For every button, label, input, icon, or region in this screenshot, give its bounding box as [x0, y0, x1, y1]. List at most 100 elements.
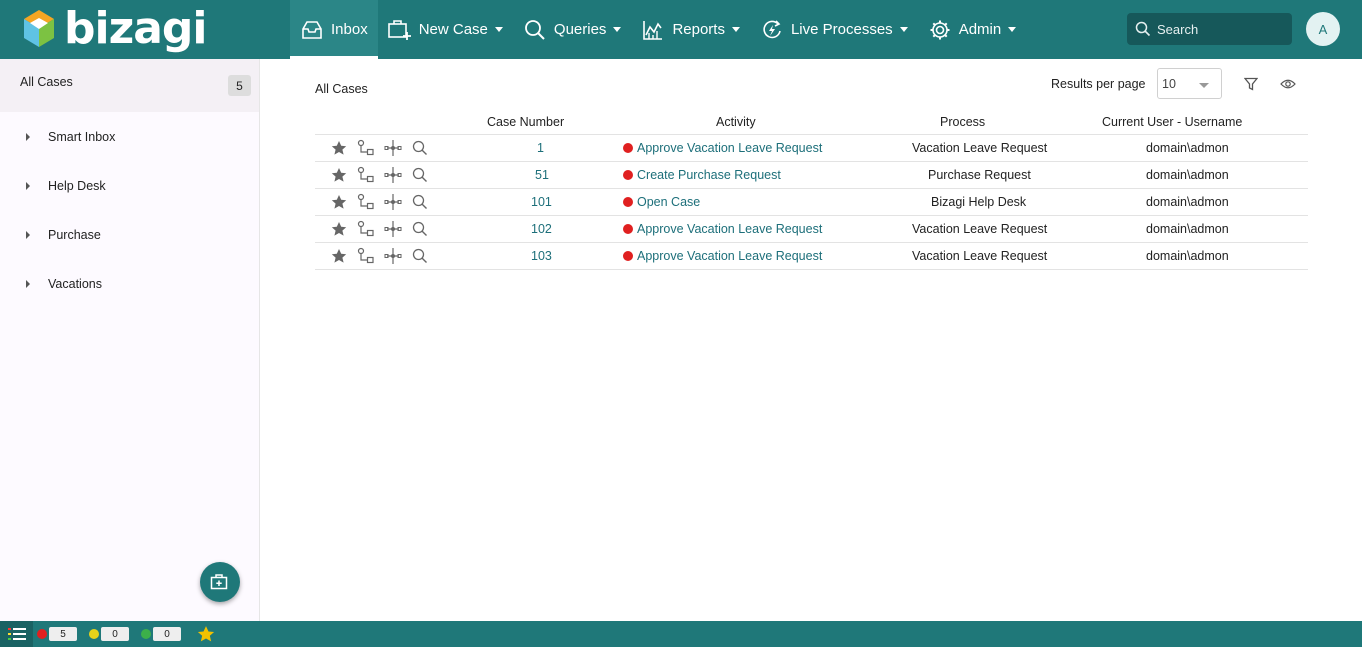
overdue-status-dot	[623, 170, 633, 180]
process-map-icon[interactable]	[384, 193, 402, 211]
chevron-down-icon	[494, 27, 503, 32]
chevron-down-icon	[899, 27, 908, 32]
briefcase-plus-icon	[210, 574, 228, 590]
star-icon[interactable]	[330, 220, 348, 238]
filter-icon[interactable]	[1242, 75, 1260, 93]
red-status-dot	[37, 629, 47, 639]
chevron-right-icon	[26, 182, 30, 190]
user-cell: domain\admon	[1146, 249, 1229, 263]
eye-icon[interactable]	[1279, 75, 1297, 93]
nav-admin-label: Admin	[958, 21, 1002, 38]
process-map-icon[interactable]	[384, 220, 402, 238]
column-header-process[interactable]: Process	[940, 115, 986, 129]
chevron-right-icon	[26, 133, 30, 141]
activity-link[interactable]: Create Purchase Request	[637, 168, 781, 182]
results-per-page-select[interactable]: 10	[1157, 68, 1222, 99]
on-time-filter[interactable]: 0	[141, 627, 181, 641]
page-title: All Cases	[315, 82, 368, 96]
nav-inbox[interactable]: Inbox	[290, 0, 378, 59]
nav-queries[interactable]: Queries	[513, 0, 632, 59]
overdue-filter[interactable]: 5	[37, 627, 77, 641]
column-header-activity[interactable]: Activity	[716, 115, 756, 129]
user-cell: domain\admon	[1146, 168, 1229, 182]
workflow-icon[interactable]	[357, 139, 375, 157]
bizagi-logo[interactable]: bizagi	[22, 4, 207, 54]
sidebar-item-smart-inbox[interactable]: Smart Inbox	[0, 127, 115, 147]
search-icon[interactable]	[411, 220, 429, 238]
star-icon[interactable]	[330, 193, 348, 211]
sidebar-item-all-cases[interactable]: All Cases 5	[0, 59, 259, 112]
nav-live-processes-label: Live Processes	[790, 21, 893, 38]
search-icon[interactable]	[411, 193, 429, 211]
row-actions	[330, 247, 438, 265]
bizagi-logo-mark-icon	[24, 10, 54, 47]
sidebar-item-help-desk[interactable]: Help Desk	[0, 176, 106, 196]
top-bar: bizagi Inbox New Case Queries	[0, 0, 1362, 59]
workflow-icon[interactable]	[357, 193, 375, 211]
search-icon[interactable]	[411, 247, 429, 265]
activity-link[interactable]: Approve Vacation Leave Request	[637, 222, 823, 236]
column-header-current-user[interactable]: Current User - Username	[1102, 115, 1243, 129]
star-icon[interactable]	[330, 247, 348, 265]
gear-icon	[928, 18, 952, 42]
chevron-down-icon	[613, 27, 622, 32]
overdue-status-dot	[623, 197, 633, 207]
workflow-icon[interactable]	[357, 247, 375, 265]
star-icon[interactable]	[330, 166, 348, 184]
process-map-icon[interactable]	[384, 166, 402, 184]
process-cell: Vacation Leave Request	[912, 249, 1048, 263]
reports-icon	[641, 18, 665, 42]
case-number-link[interactable]: 102	[531, 222, 552, 236]
column-header-case-number[interactable]: Case Number	[487, 115, 565, 129]
main-nav: Inbox New Case Queries Reports	[290, 0, 1026, 59]
nav-reports[interactable]: Reports	[631, 0, 750, 59]
workflow-icon[interactable]	[357, 220, 375, 238]
at-risk-filter[interactable]: 0	[89, 627, 129, 641]
workflow-icon[interactable]	[357, 166, 375, 184]
nav-admin[interactable]: Admin	[918, 0, 1027, 59]
nav-queries-label: Queries	[553, 21, 607, 38]
favorites-star-icon[interactable]	[197, 625, 215, 646]
activity-cell: Approve Vacation Leave Request	[623, 222, 822, 236]
activity-link[interactable]: Approve Vacation Leave Request	[637, 141, 823, 155]
nav-new-case-label: New Case	[418, 21, 488, 38]
sidebar-item-vacations[interactable]: Vacations	[0, 274, 102, 294]
nav-live-processes[interactable]: Live Processes	[750, 0, 918, 59]
chevron-down-icon	[1199, 83, 1209, 88]
cases-table: Case Number Activity Process Current Use…	[315, 111, 1308, 270]
user-cell: domain\admon	[1146, 195, 1229, 209]
chevron-right-icon	[26, 280, 30, 288]
sidebar-item-purchase[interactable]: Purchase	[0, 225, 101, 245]
avatar[interactable]: A	[1306, 12, 1340, 46]
activity-link[interactable]: Approve Vacation Leave Request	[637, 249, 823, 263]
process-cell: Vacation Leave Request	[912, 141, 1048, 155]
process-map-icon[interactable]	[384, 247, 402, 265]
search-input[interactable]: Search	[1127, 13, 1292, 45]
case-number-link[interactable]: 103	[531, 249, 552, 263]
case-number-link[interactable]: 51	[535, 168, 549, 182]
process-cell: Bizagi Help Desk	[931, 195, 1027, 209]
user-cell: domain\admon	[1146, 222, 1229, 236]
search-icon[interactable]	[411, 166, 429, 184]
nav-inbox-label: Inbox	[331, 21, 368, 38]
search-placeholder: Search	[1157, 21, 1199, 37]
new-case-fab-button[interactable]	[200, 562, 240, 602]
activity-link[interactable]: Open Case	[637, 195, 701, 209]
case-number-link[interactable]: 1	[537, 141, 544, 155]
status-bar: 5 0 0	[0, 621, 1362, 647]
chevron-right-icon	[26, 231, 30, 239]
row-actions	[330, 166, 438, 184]
nav-new-case[interactable]: New Case	[378, 0, 513, 59]
live-processes-icon	[760, 18, 784, 42]
new-case-icon	[387, 18, 412, 42]
menu-icon[interactable]	[0, 621, 33, 647]
chevron-down-icon	[1008, 27, 1017, 32]
case-number-link[interactable]: 101	[531, 195, 552, 209]
table-row: 103 Approve Vacation Leave Request Vacat…	[315, 243, 1308, 270]
search-icon	[1135, 21, 1151, 37]
process-map-icon[interactable]	[384, 139, 402, 157]
inbox-icon	[300, 18, 324, 42]
star-icon[interactable]	[330, 139, 348, 157]
search-icon[interactable]	[411, 139, 429, 157]
table-row: 101 Open Case Bizagi Help Desk domain\ad…	[315, 189, 1308, 216]
